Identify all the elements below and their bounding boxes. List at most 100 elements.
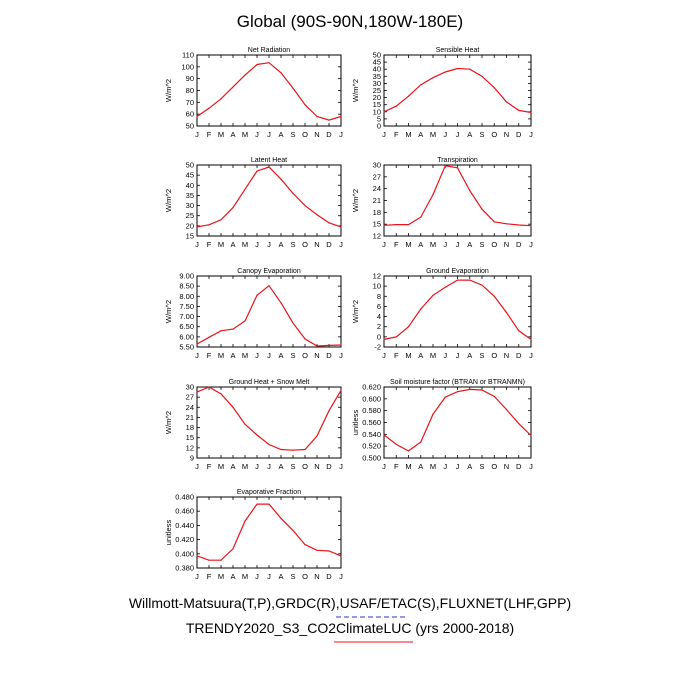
y-tick-label: 7.00 [179,312,194,321]
data-point [407,326,410,328]
x-tick-label: N [314,240,319,249]
y-tick-label: 90 [186,74,194,83]
data-point [268,503,270,505]
x-tick-label: S [290,240,295,249]
plot-frame [196,54,342,127]
x-tick-label: A [230,462,235,471]
y-tick-label: 0.480 [175,493,194,502]
series-line [383,165,532,227]
x-tick-label: F [207,351,212,360]
data-point [420,308,422,310]
y-tick-label: 7.50 [179,302,194,311]
x-tick-label: M [242,462,248,471]
data-point [220,219,222,221]
y-tick-label: 5.50 [179,343,194,352]
x-tick-label: N [314,351,319,360]
plot-frame [383,54,532,127]
data-point [208,386,210,388]
panel-title: Canopy Evaporation [237,268,301,275]
x-tick-label: J [255,572,259,581]
y-axis-label: W/m^2 [164,79,173,102]
data-point [292,449,294,451]
x-tick-label: A [418,240,423,249]
x-tick-label: O [491,351,497,360]
x-tick-label: N [504,240,509,249]
caption-line-2: TRENDY2020_S3_CO2ClimateLUC (yrs 2000-20… [185,620,515,636]
x-tick-label: J [195,130,199,139]
data-point [244,520,246,522]
x-tick-label: J [529,351,533,360]
x-tick-label: J [529,130,533,139]
series-line [383,279,532,340]
x-tick-label: D [326,240,332,249]
data-point [432,294,434,296]
data-point [407,95,410,97]
data-point [518,423,520,425]
x-tick-label: A [230,240,235,249]
y-tick-label: 6.50 [179,322,194,331]
data-point [505,408,508,411]
y-tick-label: 0 [377,122,381,131]
x-tick-label: J [382,351,386,360]
plot-frame [196,496,342,569]
y-tick-label: 20 [186,221,194,230]
x-tick-label: A [467,351,472,360]
y-axis-label: W/m^2 [164,300,173,323]
data-point [292,87,294,89]
x-tick-label: M [405,240,411,249]
y-tick-label: 110 [182,51,194,60]
data-point [316,549,318,551]
x-tick-label: M [218,572,224,581]
x-tick-label: J [443,130,447,139]
y-tick-label: 8 [377,292,381,301]
panel-title: Soil moisture factor (BTRAN or BTRANMN) [390,379,525,386]
x-tick-label: O [491,240,497,249]
data-point [280,517,282,519]
y-tick-label: 0.520 [362,442,381,451]
x-tick-label: M [218,351,224,360]
data-point [444,286,446,288]
y-tick-label: 70 [186,98,194,107]
data-point [256,434,258,436]
plot-frame [196,164,342,237]
data-point [444,165,446,167]
x-tick-label: D [516,462,522,471]
data-point [340,389,342,391]
data-point [432,77,434,79]
data-point [505,223,508,225]
data-point [340,344,342,346]
data-point [244,188,246,190]
plot-frame [383,386,532,459]
x-tick-label: F [394,240,399,249]
x-tick-label: M [430,462,436,471]
data-point [268,166,270,168]
data-point [196,226,198,228]
series-line [196,284,342,347]
data-point [395,223,397,226]
data-point [280,178,282,180]
x-tick-label: J [529,462,533,471]
data-point [208,107,210,109]
x-tick-label: M [218,130,224,139]
data-point [481,75,483,77]
data-point [328,410,330,412]
y-tick-label: 18 [373,208,381,217]
panel-5: Canopy Evaporation5.506.006.507.007.508.… [164,268,343,360]
data-point [518,109,520,111]
data-point [232,86,234,88]
y-tick-label: 80 [186,86,194,95]
data-point [292,322,294,324]
y-axis-label: W/m^2 [164,411,173,434]
y-tick-label: 0.620 [362,383,381,392]
panel-title: Evaporative Fraction [237,489,301,496]
y-tick-label: 0 [377,332,381,341]
x-tick-label: A [467,240,472,249]
y-tick-label: 0.600 [362,394,381,403]
x-tick-label: M [242,351,248,360]
data-point [232,328,234,330]
x-tick-label: J [382,240,386,249]
data-point [469,279,471,281]
x-tick-label: M [430,351,436,360]
data-point [316,345,318,347]
